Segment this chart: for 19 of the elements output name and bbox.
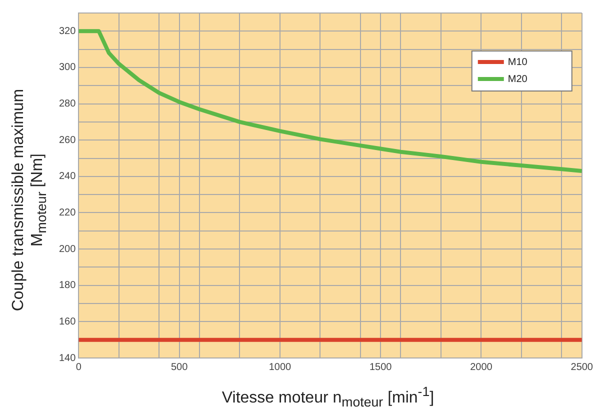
y-tick-label: 200 bbox=[58, 244, 76, 255]
x-tick-label: 2500 bbox=[570, 362, 594, 373]
x-axis-title: Vitesse moteur n$_{moteur}$ [min$^{-1}$] bbox=[220, 384, 436, 410]
legend-label: M20 bbox=[508, 74, 528, 85]
y-tick-label: 260 bbox=[58, 134, 76, 146]
y-tick-label: 140 bbox=[58, 352, 76, 364]
y-tick-label: 160 bbox=[58, 316, 76, 328]
x-tick-label: 1000 bbox=[268, 362, 292, 373]
y-tick-label: 280 bbox=[58, 98, 76, 110]
y-tick-label: 220 bbox=[58, 207, 76, 218]
y-tick-label: 240 bbox=[58, 171, 76, 182]
x-tick-label: 1500 bbox=[369, 362, 392, 373]
x-tick-label: 2000 bbox=[470, 362, 493, 373]
x-tick-label: 500 bbox=[170, 362, 188, 373]
y-tick-label: 180 bbox=[58, 280, 76, 292]
y-tick-label: 320 bbox=[58, 26, 76, 37]
y-tick-label: 300 bbox=[58, 62, 76, 74]
x-tick-label: 0 bbox=[76, 362, 82, 373]
legend-label: M10 bbox=[508, 56, 528, 68]
